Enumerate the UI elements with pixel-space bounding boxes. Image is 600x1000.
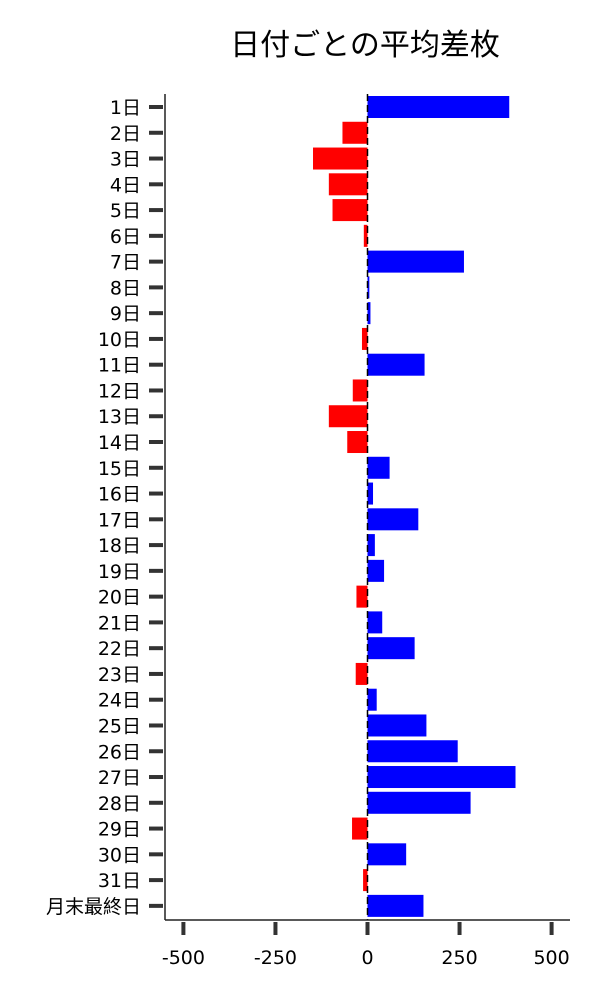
bar-9: [367, 302, 371, 325]
bar-17: [367, 508, 419, 531]
bar-16: [367, 482, 374, 505]
y-tick-label: 30日: [98, 844, 141, 866]
bar-28: [367, 791, 471, 814]
bar-31: [363, 869, 368, 892]
bar-18: [367, 534, 375, 557]
bar-23: [355, 662, 368, 685]
y-tick-label: 19日: [98, 561, 141, 583]
y-tick-label: 14日: [98, 432, 141, 454]
bar-6: [363, 224, 368, 247]
y-tick-label: 25日: [98, 715, 141, 737]
x-tick-label: 250: [441, 947, 477, 969]
y-tick-label: 20日: [98, 587, 141, 609]
y-tick-label: 1日: [110, 97, 141, 119]
bar-4: [328, 173, 368, 196]
y-tick-label: 27日: [98, 767, 141, 789]
y-tick-label: 22日: [98, 638, 141, 660]
bar-15: [367, 456, 390, 479]
y-tick-label: 29日: [98, 819, 141, 841]
y-tick-label: 13日: [98, 406, 141, 428]
bar-11: [367, 353, 425, 376]
x-axis: -500 -250 0 250 500: [162, 919, 570, 969]
bar-27: [367, 766, 516, 789]
y-tick-label: 3日: [110, 149, 141, 171]
y-tick-label: 17日: [98, 509, 141, 531]
y-tick-label: 4日: [110, 174, 141, 196]
bar-7: [367, 250, 464, 273]
bar-group: [313, 96, 516, 917]
bar-19: [367, 559, 385, 582]
y-tick-label: 8日: [110, 277, 141, 299]
x-tick-label: -250: [254, 947, 297, 969]
y-tick-label: 7日: [110, 252, 141, 274]
x-tick-label: 0: [361, 947, 373, 969]
y-tick-label: 26日: [98, 741, 141, 763]
y-tick-label: 12日: [98, 380, 141, 402]
y-tick-label: 31日: [98, 870, 141, 892]
bar-10: [361, 327, 368, 350]
bar-30: [367, 843, 407, 866]
bar-14: [347, 431, 368, 454]
y-tick-label: 2日: [110, 123, 141, 145]
y-tick-label: 28日: [98, 793, 141, 815]
y-tick-label: 15日: [98, 458, 141, 480]
bar-3: [313, 147, 368, 170]
y-tick-label: 16日: [98, 484, 141, 506]
chart-title: 日付ごとの平均差枚: [230, 28, 500, 63]
y-tick-label: 11日: [98, 355, 141, 377]
bar-1: [367, 96, 510, 118]
y-tick-label: 21日: [98, 612, 141, 634]
x-tick-label: 500: [533, 947, 569, 969]
bar-8: [367, 276, 370, 299]
y-tick-label: 18日: [98, 535, 141, 557]
bar-20: [356, 585, 368, 608]
bar-22: [367, 637, 415, 660]
y-tick-label: 6日: [110, 226, 141, 248]
bar-24: [367, 688, 377, 711]
bar-29: [352, 817, 368, 840]
y-axis: 1日 2日 3日 4日 5日 6日 7日 8日 9日 10日 11日 12日 13日 14日 15日 16日 1…: [46, 94, 166, 920]
bar-12: [352, 379, 368, 402]
y-tick-label: 9日: [110, 303, 141, 325]
y-tick-label: 24日: [98, 690, 141, 712]
x-tick-label: -500: [162, 947, 205, 969]
y-tick-label: 5日: [110, 200, 141, 222]
y-tick-label: 23日: [98, 664, 141, 686]
bar-32: [367, 894, 424, 917]
bar-13: [328, 405, 368, 428]
bar-5: [332, 199, 368, 222]
bar-26: [367, 740, 458, 763]
bar-25: [367, 714, 427, 737]
bar-2: [342, 121, 368, 144]
y-tick-label: 10日: [98, 329, 141, 351]
bar-21: [367, 611, 383, 634]
y-tick-label: 月末最終日: [46, 896, 141, 918]
